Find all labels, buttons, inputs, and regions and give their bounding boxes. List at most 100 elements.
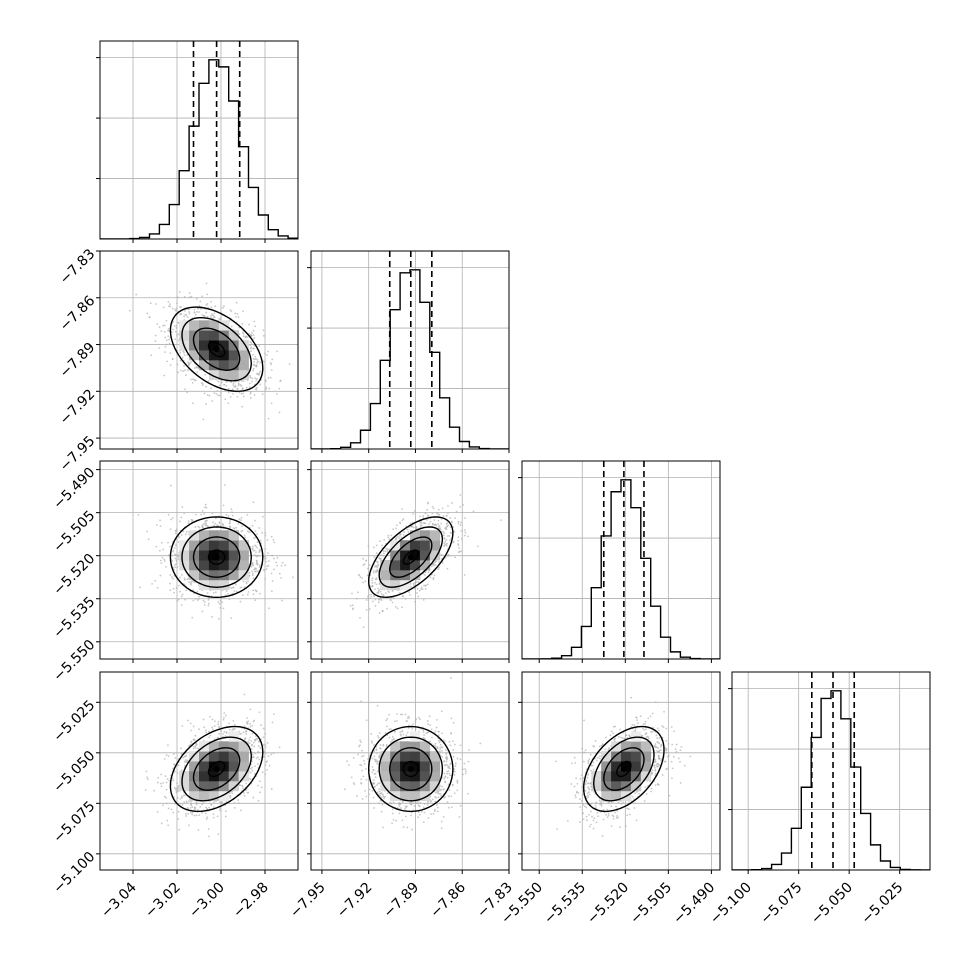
- scatter-point: [176, 787, 179, 790]
- scatter-point: [653, 766, 656, 769]
- scatter-point: [163, 757, 166, 760]
- scatter-point: [249, 347, 252, 350]
- scatter-point: [404, 807, 406, 810]
- scatter-point: [169, 303, 171, 306]
- scatter-point: [238, 391, 241, 394]
- scatter-point: [621, 737, 624, 739]
- scatter-point: [269, 376, 272, 379]
- scatter-point: [456, 779, 459, 782]
- scatter-point: [191, 811, 194, 814]
- scatter-point: [243, 794, 246, 797]
- scatter-point: [235, 590, 238, 593]
- density-cell: [419, 530, 431, 541]
- scatter-point: [184, 533, 187, 536]
- scatter-point: [359, 744, 361, 747]
- scatter-point: [205, 506, 208, 509]
- scatter-point: [444, 749, 447, 751]
- scatter-point: [599, 755, 601, 758]
- scatter-point: [433, 519, 436, 521]
- scatter-point: [227, 402, 230, 405]
- density-cell: [238, 369, 249, 381]
- scatter-point: [421, 524, 423, 527]
- scatter-point: [242, 395, 245, 398]
- scatter-point: [250, 767, 252, 770]
- contour-level-2: [181, 526, 253, 589]
- scatter-point: [406, 731, 409, 734]
- scatter-point: [587, 773, 590, 776]
- scatter-point: [234, 727, 236, 730]
- scatter-point: [243, 792, 245, 794]
- scatter-point: [232, 586, 234, 589]
- scatter-point: [222, 733, 224, 735]
- scatter-point: [256, 570, 259, 573]
- scatter-point: [654, 745, 657, 747]
- density-cell: [410, 790, 421, 802]
- density-cell: [179, 330, 190, 341]
- scatter-point: [276, 350, 279, 353]
- scatter-point: [248, 382, 251, 385]
- scatter-point: [188, 581, 191, 584]
- scatter-point: [633, 724, 636, 726]
- scatter-point: [368, 608, 371, 610]
- scatter-point: [243, 586, 246, 589]
- scatter-point: [258, 566, 261, 568]
- scatter-point: [588, 813, 590, 816]
- scatter-point: [258, 527, 261, 529]
- scatter-point: [215, 393, 218, 395]
- scatter-point: [450, 502, 453, 504]
- scatter-point: [262, 727, 265, 730]
- scatter-point: [271, 580, 274, 582]
- scatter-point: [412, 723, 414, 726]
- scatter-point: [245, 730, 248, 732]
- scatter-point: [437, 796, 440, 799]
- scatter-point: [199, 308, 202, 310]
- scatter-point: [448, 535, 451, 537]
- scatter-point: [264, 577, 267, 580]
- scatter-point: [367, 793, 370, 796]
- scatter-point: [167, 554, 170, 557]
- density-cell: [189, 569, 200, 581]
- scatter-point: [373, 750, 376, 752]
- scatter-point: [376, 784, 378, 786]
- scatter-point: [278, 572, 281, 575]
- scatter-point: [414, 720, 417, 722]
- panel-frame: [310, 460, 510, 660]
- density-cell: [390, 569, 401, 581]
- scatter-point: [620, 802, 623, 805]
- scatter-point: [275, 561, 278, 564]
- scatter-point: [438, 741, 441, 744]
- scatter-point: [162, 781, 165, 784]
- scatter-point: [168, 582, 171, 585]
- scatter-point: [395, 527, 397, 530]
- scatter-point: [384, 550, 387, 553]
- scatter-point: [360, 700, 363, 703]
- scatter-point: [666, 755, 669, 758]
- density-cell: [621, 741, 632, 752]
- scatter-point: [175, 587, 178, 589]
- density-cell: [228, 780, 239, 792]
- density-cell: [189, 790, 200, 802]
- scatter-point: [211, 512, 214, 515]
- scatter-point: [458, 816, 461, 818]
- scatter-point: [251, 743, 253, 746]
- scatter-point: [582, 804, 585, 806]
- scatter-point: [233, 385, 236, 388]
- scatter-point: [250, 565, 253, 568]
- scatter-point: [401, 508, 403, 510]
- scatter-point: [371, 789, 374, 792]
- density-cell: [400, 751, 411, 762]
- scatter-point: [252, 577, 255, 580]
- scatter-point: [179, 359, 182, 362]
- scatter-point: [246, 336, 249, 338]
- scatter-point: [195, 801, 198, 804]
- density-cell: [591, 780, 602, 792]
- scatter-point: [163, 558, 166, 561]
- scatter-point: [430, 813, 432, 816]
- scatter-point: [450, 795, 453, 798]
- scatter-point: [264, 547, 267, 550]
- scatter-point: [174, 757, 177, 759]
- scatter-point: [172, 328, 174, 331]
- scatter-point: [598, 799, 601, 802]
- density-cell: [218, 530, 230, 541]
- scatter-point: [249, 376, 252, 379]
